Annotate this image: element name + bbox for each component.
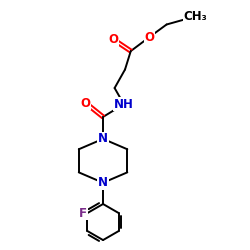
Text: O: O	[144, 31, 154, 44]
Text: N: N	[98, 132, 108, 145]
Text: F: F	[79, 206, 87, 220]
Text: NH: NH	[114, 98, 134, 111]
Text: CH₃: CH₃	[184, 10, 207, 23]
Text: O: O	[108, 33, 118, 46]
Text: O: O	[81, 96, 91, 110]
Text: N: N	[98, 176, 108, 189]
